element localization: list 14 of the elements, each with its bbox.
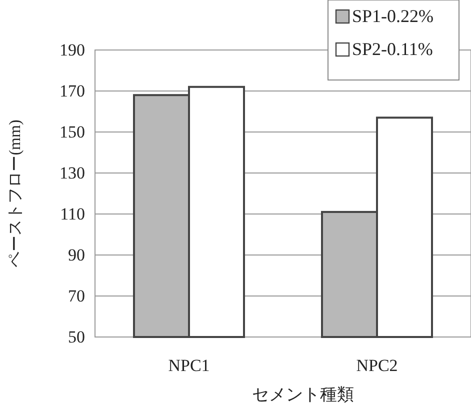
x-tick-label: NPC1 <box>168 356 210 376</box>
y-tick-label: 50 <box>68 327 85 346</box>
y-tick-label: 190 <box>60 40 85 60</box>
y-tick-label: 110 <box>60 204 85 224</box>
y-tick-label: 70 <box>68 286 85 306</box>
x-tick-label: NPC2 <box>356 356 398 376</box>
y-axis-title: ペーストフロー(mm) <box>7 120 24 268</box>
x-axis-title: セメント種類 <box>252 385 354 404</box>
y-tick-label: 90 <box>68 245 85 264</box>
legend-label: SP2-0.11% <box>352 39 433 59</box>
y-tick-label: 130 <box>60 163 85 182</box>
y-tick-label: 150 <box>60 122 85 142</box>
legend-label: SP1-0.22% <box>352 6 434 26</box>
y-tick-label: 170 <box>60 81 85 100</box>
